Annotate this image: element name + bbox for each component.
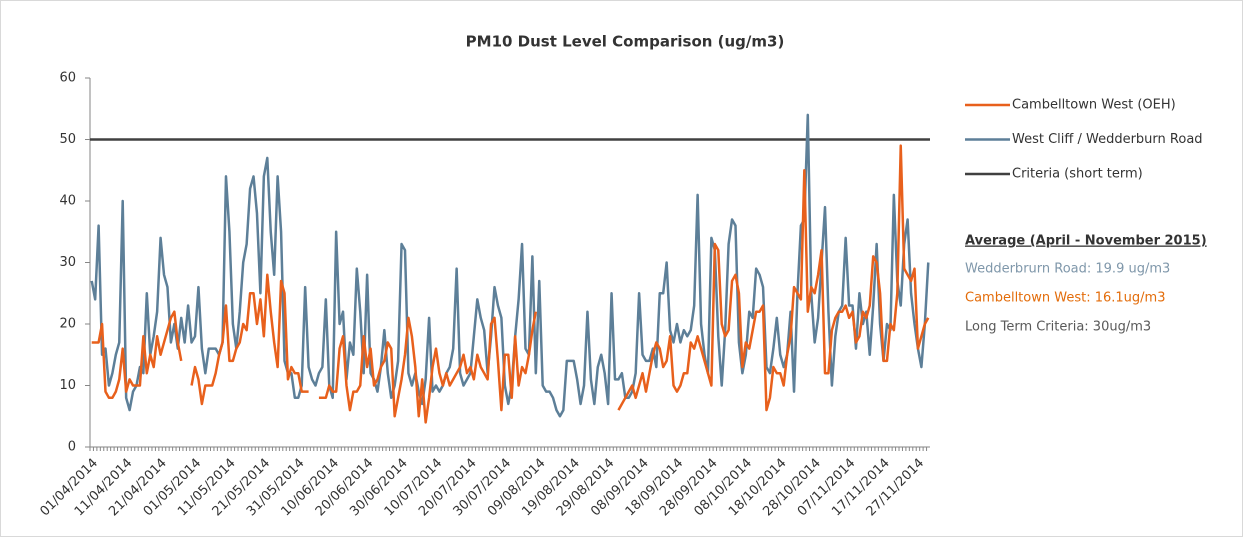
legend-label: West Cliff / Wedderburn Road	[1012, 132, 1203, 147]
annotation-line: Wedderbrurn Road: 19.9 ug/m3	[965, 262, 1170, 277]
annotation-line: Cambelltown West: 16.1ug/m3	[965, 291, 1165, 306]
series-line	[90, 113, 930, 418]
chart-title: PM10 Dust Level Comparison (ug/m3)	[466, 33, 785, 51]
y-tick-label: 50	[59, 132, 76, 147]
annotation-line: Long Term Criteria: 30ug/m3	[965, 320, 1151, 335]
y-tick-label: 0	[68, 440, 76, 455]
y-tick-label: 10	[59, 378, 76, 393]
y-tick-label: 30	[59, 255, 76, 270]
legend-label: Cambelltown West (OEH)	[1012, 98, 1176, 113]
y-tick-label: 60	[59, 71, 76, 86]
y-tick-label: 20	[59, 317, 76, 332]
series-line	[91, 144, 930, 424]
y-tick-label: 40	[59, 194, 76, 209]
annotation-title: Average (April - November 2015)	[965, 234, 1207, 249]
legend-label: Criteria (short term)	[1012, 167, 1143, 182]
